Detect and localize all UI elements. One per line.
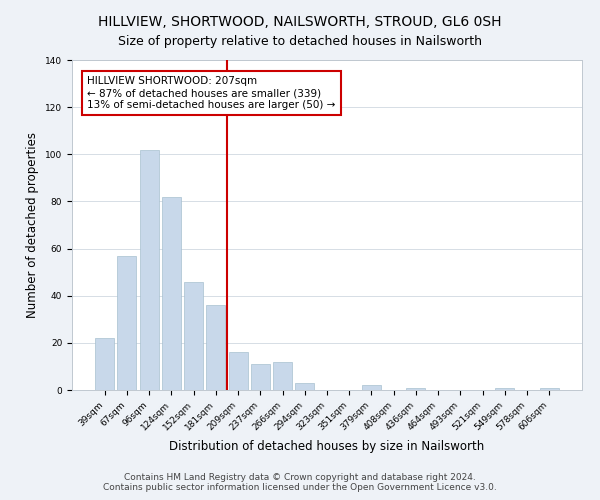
- Text: HILLVIEW SHORTWOOD: 207sqm
← 87% of detached houses are smaller (339)
13% of sem: HILLVIEW SHORTWOOD: 207sqm ← 87% of deta…: [88, 76, 335, 110]
- Bar: [251, 364, 270, 390]
- Bar: [295, 383, 314, 390]
- Y-axis label: Number of detached properties: Number of detached properties: [26, 132, 40, 318]
- Bar: [118, 256, 136, 390]
- Bar: [496, 388, 514, 390]
- Text: Size of property relative to detached houses in Nailsworth: Size of property relative to detached ho…: [118, 35, 482, 48]
- Bar: [229, 352, 248, 390]
- Bar: [273, 362, 292, 390]
- Bar: [95, 338, 114, 390]
- Bar: [362, 386, 381, 390]
- Text: Contains HM Land Registry data © Crown copyright and database right 2024.
Contai: Contains HM Land Registry data © Crown c…: [103, 473, 497, 492]
- Bar: [140, 150, 158, 390]
- Bar: [406, 388, 425, 390]
- X-axis label: Distribution of detached houses by size in Nailsworth: Distribution of detached houses by size …: [169, 440, 485, 453]
- Bar: [162, 196, 181, 390]
- Bar: [206, 305, 225, 390]
- Bar: [184, 282, 203, 390]
- Bar: [540, 388, 559, 390]
- Text: HILLVIEW, SHORTWOOD, NAILSWORTH, STROUD, GL6 0SH: HILLVIEW, SHORTWOOD, NAILSWORTH, STROUD,…: [98, 15, 502, 29]
